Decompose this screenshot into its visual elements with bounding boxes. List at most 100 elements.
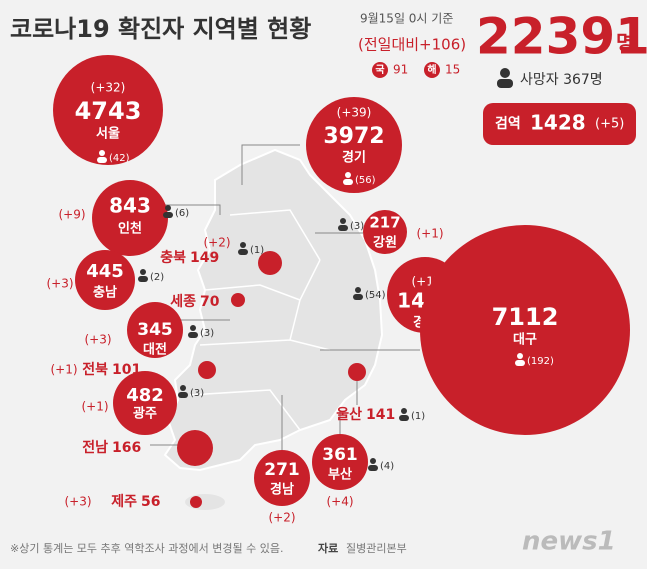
region-count: 4743 [75,97,142,125]
logo: news1 [522,527,616,557]
region-name: 세종 [170,294,196,310]
region-change: (+2) [203,236,230,250]
icon-body [353,294,363,300]
icon-body [338,225,348,231]
region-circle [306,97,402,193]
region-change: (+3) [84,333,111,347]
icon-head [345,172,351,178]
title: 코로나19 확진자 지역별 현황 [10,15,311,43]
region-circle [113,371,177,435]
region-deaths: (1) [411,411,425,422]
region-change: (+3) [64,495,91,509]
daily-change: (전일대비+106) [358,36,466,54]
region-change: (+4) [326,495,353,509]
icon-head [180,385,186,391]
region-circle [258,251,282,275]
quarantine-label: 검역 [495,115,521,132]
icon-body [515,360,525,366]
region-deaths: (56) [355,175,376,186]
region-name: 인천 [118,221,142,237]
region-name: 대구 [513,333,537,348]
region-change: (+3) [46,277,73,291]
region-circle [363,210,407,254]
total: 22391 [476,8,647,66]
region-count: 345 [137,320,173,340]
region-name: 경기 [342,150,366,166]
region-circle [312,434,368,490]
basis: 9월15일 0시 기준 [360,12,453,26]
overseas: 15 [445,63,460,77]
icon-head [340,218,346,224]
death-icon [163,205,173,218]
death-icon [188,325,198,338]
domestic-label: 국 [375,64,384,76]
death-icon [178,385,188,398]
region-circle [75,250,135,310]
total-unit: 명 [616,31,634,55]
region-circle [348,363,366,381]
region-change: (+2) [268,511,295,525]
quarantine-box [483,103,636,145]
leader-lines [150,144,420,450]
region-count: 7112 [492,303,559,331]
icon-body [97,157,107,163]
icon-body [163,212,173,218]
death-icon [353,287,363,300]
icon-head [355,287,361,293]
region-circle [198,361,216,379]
region-name: 경남 [270,482,294,498]
icon-body [368,465,378,471]
region-name: 대전 [143,342,167,358]
region-circle [92,180,168,256]
source-label: 자료 [318,541,338,555]
icon-head [401,408,407,414]
region-deaths: (2) [150,272,164,283]
region-deaths: (3) [350,221,364,232]
region-circle [254,450,310,506]
region-count: 271 [264,460,300,480]
region-change: (+39) [337,106,372,120]
region-deaths: (54) [365,290,386,301]
icon-body [238,249,248,255]
region-deaths: (3) [190,388,204,399]
source: 질병관리본부 [346,542,407,555]
region-deaths: (4) [380,461,394,472]
icon-head [190,325,196,331]
region-change: (+32) [91,81,126,95]
overseas-badge [424,62,440,78]
region-count: 3972 [323,124,384,149]
region-deaths: (3) [200,328,214,339]
region-name: 제주 [111,494,137,510]
region-count: 149 [190,250,219,266]
death-icon [238,242,248,255]
region-count: 70 [200,294,220,310]
region-name: 충남 [93,285,117,301]
icon-head [140,269,146,275]
region-change: (+1) [81,400,108,414]
domestic: 91 [393,63,408,77]
death-icon [368,458,378,471]
icon-head [517,353,523,359]
quarantine-change: (+5) [595,117,624,132]
region-deaths: (192) [527,356,554,367]
death-icon [497,68,513,88]
region-circle [231,293,245,307]
death-icon [399,408,409,421]
region-deaths: (42) [109,153,130,164]
footnote: ※상기 통계는 모두 추후 역학조사 과정에서 변경될 수 있음. [10,541,283,555]
icon-body [188,332,198,338]
region-name: 서울 [96,126,120,142]
overseas-label: 해 [427,63,436,76]
region-name: 부산 [328,467,352,483]
region-change: (+9) [58,208,85,222]
icon-head [240,242,246,248]
region-count: 217 [369,214,400,232]
region-deaths: (6) [175,208,189,219]
region-count: 141 [366,407,395,423]
icon-body [138,276,148,282]
region-name: 광주 [133,407,157,422]
region-name: 울산 [336,406,362,423]
icon-head [370,458,376,464]
